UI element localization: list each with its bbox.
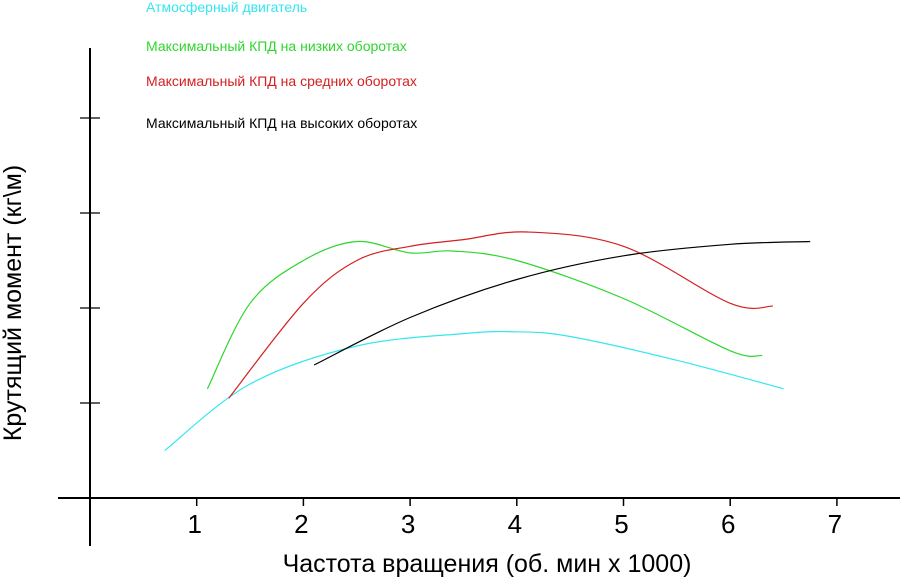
axes — [58, 48, 900, 546]
x-tick-label: 7 — [828, 509, 842, 539]
x-tick-label: 6 — [721, 509, 735, 539]
legend-entry-4: Максимальный КПД на высоких оборотах — [146, 115, 417, 131]
x-axis-title: Частота вращения (об. мин х 1000) — [283, 550, 692, 578]
legend-entry-3: Максимальный КПД на средних оборотах — [146, 73, 417, 89]
y-ticks — [80, 117, 100, 404]
series-line-3 — [228, 231, 773, 399]
series-layer — [164, 231, 811, 451]
legend-entry-1: Атмосферный двигатель — [146, 0, 307, 15]
series-line-4 — [313, 240, 811, 366]
x-tick-label: 3 — [401, 509, 415, 539]
x-ticks: 1 2 3 4 5 6 7 — [187, 498, 842, 539]
series-line-1 — [164, 330, 784, 451]
legend: Атмосферный двигатель Максимальный КПД на… — [146, 0, 417, 131]
series-line-2 — [206, 240, 763, 390]
x-tick-label: 1 — [187, 509, 201, 539]
y-axis-title: Крутящий момент (кг\м) — [0, 165, 27, 441]
x-tick-label: 2 — [294, 509, 308, 539]
legend-entry-2: Максимальный КПД на низких оборотах — [146, 38, 407, 54]
x-tick-label: 4 — [508, 509, 522, 539]
x-tick-label: 5 — [614, 509, 628, 539]
